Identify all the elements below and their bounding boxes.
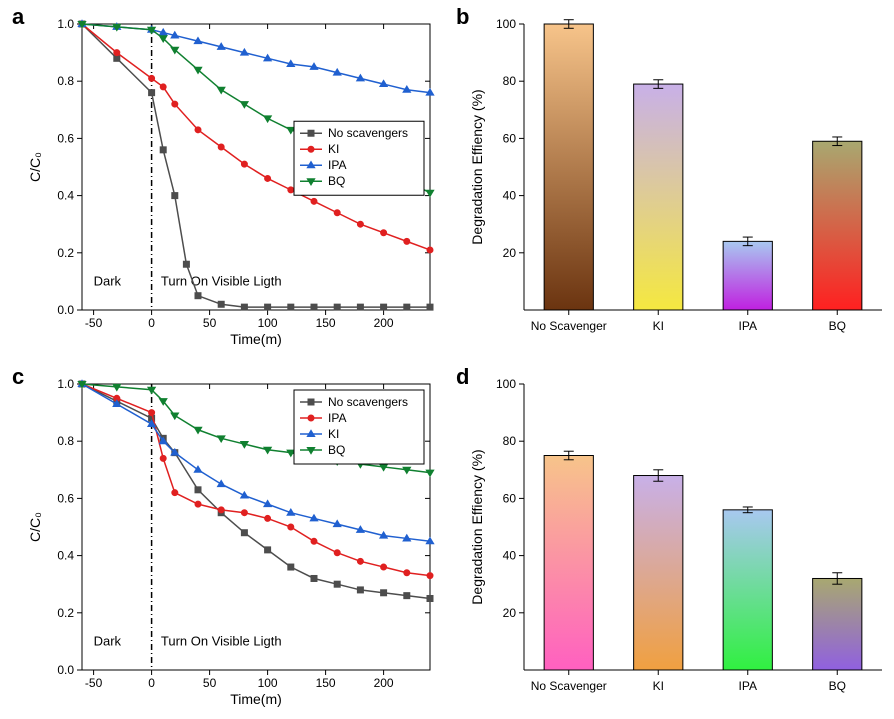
svg-text:0.0: 0.0 <box>57 663 74 677</box>
svg-text:0.4: 0.4 <box>57 549 74 563</box>
svg-text:0: 0 <box>148 316 155 330</box>
svg-text:KI: KI <box>328 142 339 156</box>
svg-text:0: 0 <box>148 676 155 690</box>
svg-text:BQ: BQ <box>829 319 846 333</box>
svg-text:0.2: 0.2 <box>57 246 74 260</box>
line-chart-c: -50 0 50 100 150 200 0.0 0.2 0.4 0.6 0.8 1.0 Time(m)… <box>12 370 444 710</box>
svg-text:Time(m): Time(m) <box>230 691 282 707</box>
svg-text:200: 200 <box>374 316 394 330</box>
svg-text:C/C₀: C/C₀ <box>27 512 43 542</box>
svg-text:No scavengers: No scavengers <box>328 126 408 140</box>
svg-text:IPA: IPA <box>328 411 346 425</box>
svg-text:KI: KI <box>328 427 339 441</box>
svg-text:0.6: 0.6 <box>57 491 74 505</box>
svg-text:No Scavenger: No Scavenger <box>531 679 607 693</box>
svg-text:150: 150 <box>316 316 336 330</box>
svg-text:0.8: 0.8 <box>57 434 74 448</box>
svg-text:IPA: IPA <box>739 319 757 333</box>
svg-text:0.0: 0.0 <box>57 303 74 317</box>
svg-text:0.4: 0.4 <box>57 189 74 203</box>
svg-text:100: 100 <box>258 316 278 330</box>
svg-text:BQ: BQ <box>328 174 345 188</box>
svg-text:60: 60 <box>503 491 517 505</box>
bar-chart-b: 20 40 60 80 100 Degradation Effiency (%) No Sc… <box>456 10 888 350</box>
svg-text:100: 100 <box>258 676 278 690</box>
svg-text:100: 100 <box>496 377 516 391</box>
svg-text:Dark: Dark <box>94 633 122 648</box>
svg-text:-50: -50 <box>85 676 103 690</box>
svg-text:Turn On Visible Ligth: Turn On Visible Ligth <box>161 633 282 648</box>
svg-text:No scavengers: No scavengers <box>328 395 408 409</box>
svg-text:80: 80 <box>503 74 517 88</box>
svg-text:Degradation Effiency (%): Degradation Effiency (%) <box>469 89 485 244</box>
svg-text:No Scavenger: No Scavenger <box>531 319 607 333</box>
svg-text:0.8: 0.8 <box>57 74 74 88</box>
svg-text:BQ: BQ <box>829 679 846 693</box>
svg-text:20: 20 <box>503 606 517 620</box>
svg-text:40: 40 <box>503 189 517 203</box>
svg-text:IPA: IPA <box>328 158 346 172</box>
svg-text:80: 80 <box>503 434 517 448</box>
figure: a-500501001502000.00.20.40.60.81.0Time(m… <box>0 0 894 719</box>
svg-text:BQ: BQ <box>328 443 345 457</box>
svg-text:0.6: 0.6 <box>57 131 74 145</box>
svg-text:Degradation Effiency (%): Degradation Effiency (%) <box>469 449 485 604</box>
svg-text:-50: -50 <box>85 316 103 330</box>
svg-text:50: 50 <box>203 316 217 330</box>
svg-text:Dark: Dark <box>94 273 122 288</box>
svg-text:100: 100 <box>496 17 516 31</box>
svg-text:KI: KI <box>653 319 664 333</box>
svg-text:Time(m): Time(m) <box>230 331 282 347</box>
svg-text:50: 50 <box>203 676 217 690</box>
svg-text:IPA: IPA <box>739 679 757 693</box>
svg-text:C/C₀: C/C₀ <box>27 152 43 182</box>
svg-text:20: 20 <box>503 246 517 260</box>
svg-text:1.0: 1.0 <box>57 17 74 31</box>
line-chart-a: -50 0 50 100 150 200 0.0 0.2 0.4 0.6 0.8 1.0 Time(m)… <box>12 10 444 350</box>
svg-text:0.2: 0.2 <box>57 606 74 620</box>
svg-text:1.0: 1.0 <box>57 377 74 391</box>
svg-text:40: 40 <box>503 549 517 563</box>
svg-text:200: 200 <box>374 676 394 690</box>
bar-chart-d: 20 40 60 80 100 Degradation Effiency (%) No Sc… <box>456 370 888 710</box>
svg-text:Turn On Visible Ligth: Turn On Visible Ligth <box>161 273 282 288</box>
svg-text:60: 60 <box>503 131 517 145</box>
svg-text:150: 150 <box>316 676 336 690</box>
svg-text:KI: KI <box>653 679 664 693</box>
